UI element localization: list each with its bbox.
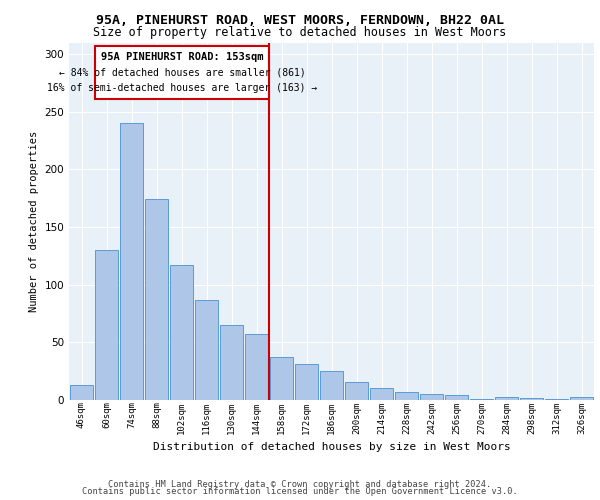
Bar [295, 364, 318, 400]
Bar [270, 358, 293, 400]
Bar [320, 371, 343, 400]
Text: ← 84% of detached houses are smaller (861): ← 84% of detached houses are smaller (86… [59, 68, 305, 78]
Bar [195, 300, 218, 400]
Text: 16% of semi-detached houses are larger (163) →: 16% of semi-detached houses are larger (… [47, 84, 317, 94]
Bar [420, 394, 443, 400]
Bar [370, 388, 393, 400]
Text: 95A, PINEHURST ROAD, WEST MOORS, FERNDOWN, BH22 0AL: 95A, PINEHURST ROAD, WEST MOORS, FERNDOW… [96, 14, 504, 27]
Text: 95A PINEHURST ROAD: 153sqm: 95A PINEHURST ROAD: 153sqm [101, 52, 263, 62]
FancyBboxPatch shape [95, 46, 269, 99]
Text: Contains public sector information licensed under the Open Government Licence v3: Contains public sector information licen… [82, 488, 518, 496]
Bar [445, 396, 468, 400]
Bar [120, 123, 143, 400]
X-axis label: Distribution of detached houses by size in West Moors: Distribution of detached houses by size … [152, 442, 511, 452]
Bar [520, 398, 543, 400]
Bar [495, 396, 518, 400]
Bar [220, 325, 243, 400]
Text: Contains HM Land Registry data © Crown copyright and database right 2024.: Contains HM Land Registry data © Crown c… [109, 480, 491, 489]
Text: Size of property relative to detached houses in West Moors: Size of property relative to detached ho… [94, 26, 506, 39]
Bar [345, 382, 368, 400]
Bar [470, 399, 493, 400]
Bar [170, 265, 193, 400]
Bar [570, 396, 593, 400]
Bar [245, 334, 268, 400]
Bar [70, 385, 93, 400]
Bar [145, 200, 168, 400]
Y-axis label: Number of detached properties: Number of detached properties [29, 130, 39, 312]
Bar [95, 250, 118, 400]
Bar [545, 399, 568, 400]
Bar [395, 392, 418, 400]
